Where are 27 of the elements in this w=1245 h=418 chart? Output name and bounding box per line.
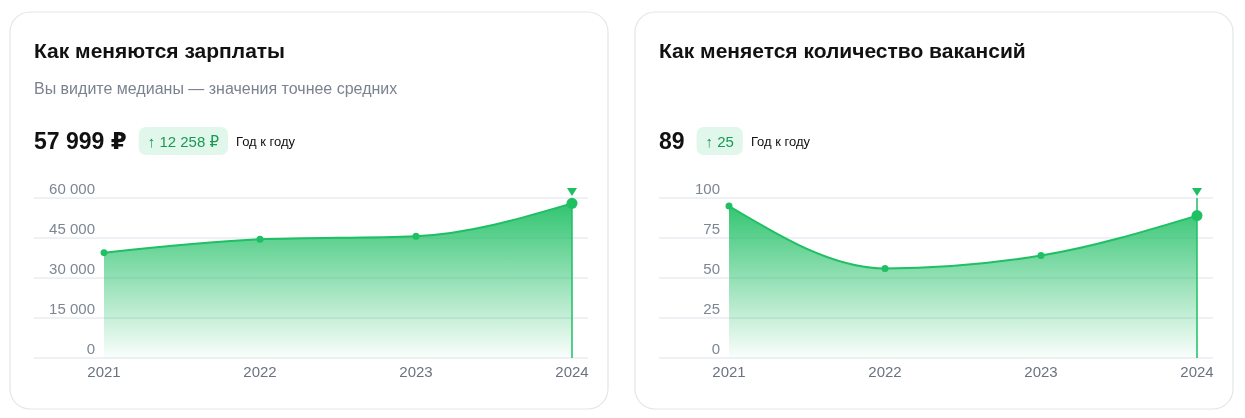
y-tick-label: 0: [86, 340, 95, 357]
x-tick-label: 2023: [1024, 363, 1058, 380]
y-tick-label: 0: [711, 340, 720, 357]
text: Год к году: [750, 134, 811, 149]
y-tick-label: 30 000: [49, 260, 95, 277]
y-tick-label: 50: [703, 260, 720, 277]
chart-subtitle: Вы видите медианы — значения точнее средних: [34, 80, 398, 97]
x-tick-label: 2022: [243, 363, 277, 380]
text: 89: [659, 128, 685, 154]
x-tick-label: 2021: [87, 363, 121, 380]
chart-title: Как меняются зарплаты: [34, 39, 286, 62]
text: 57 999 ₽: [34, 128, 127, 154]
x-tick-label: 2024: [1180, 363, 1214, 380]
y-tick-label: 25: [703, 300, 720, 317]
x-tick-label: 2021: [712, 363, 746, 380]
x-tick-label: 2023: [399, 363, 433, 380]
y-tick-label: 15 000: [49, 300, 95, 317]
x-tick-label: 2022: [868, 363, 902, 380]
text: ↑ 25: [705, 133, 734, 150]
y-tick-label: 60 000: [49, 180, 95, 197]
y-tick-label: 45 000: [49, 220, 95, 237]
x-tick-label: 2024: [555, 363, 589, 380]
text: Год к году: [236, 134, 296, 149]
y-tick-label: 100: [694, 180, 720, 197]
y-tick-label: 75: [703, 220, 720, 237]
text: ↑ 12 258 ₽: [147, 133, 220, 150]
chart-title: Как меняется количество вакансий: [659, 39, 1026, 62]
